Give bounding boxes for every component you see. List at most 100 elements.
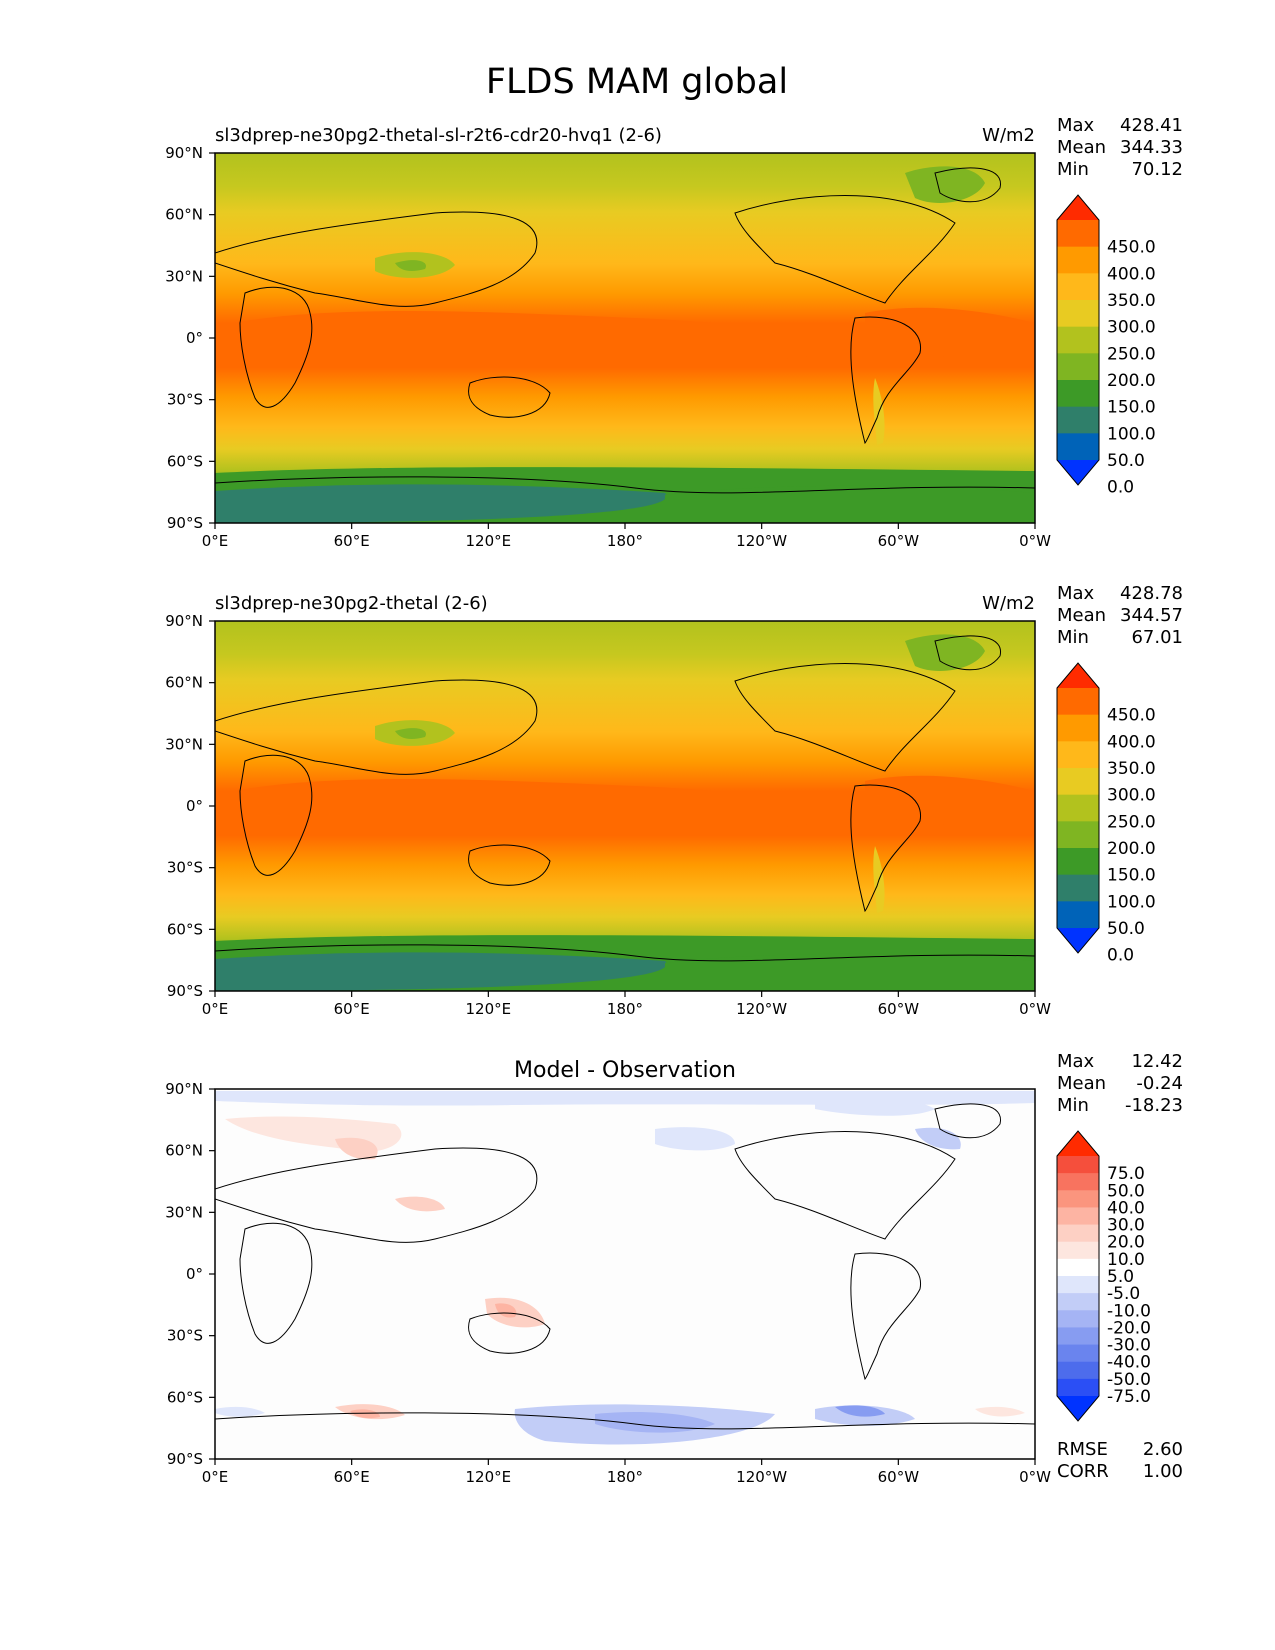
lat-tick-label: 60°S (167, 920, 203, 938)
rmse-label: RMSE (1057, 1439, 1108, 1460)
map-field (215, 621, 1035, 991)
lon-tick-label: 120°W (736, 1468, 787, 1486)
stat-max-value: 428.78 (1120, 583, 1183, 604)
coastlines (215, 167, 1035, 494)
lat-tick-label: 90°N (165, 1080, 203, 1098)
colorbar-tick-label: 450.0 (1107, 238, 1156, 258)
colorbar-tick-label: 250.0 (1107, 812, 1156, 832)
lat-tick-label: 90°N (165, 144, 203, 162)
colorbar-tick-label: -5.0 (1107, 1284, 1140, 1304)
colorbar-tick-label: 200.0 (1107, 371, 1156, 391)
colorbar-tick-label: 0.0 (1107, 946, 1134, 966)
stat-max-label: Max (1057, 115, 1095, 136)
colorbar-bin (1057, 246, 1099, 274)
lat-tick-label: 60°S (167, 452, 203, 470)
colorbar-tick-label: 150.0 (1107, 398, 1156, 418)
lat-tick-label: 60°S (167, 1388, 203, 1406)
colorbar-extend-max (1057, 663, 1099, 688)
colorbar-outline (1056, 1130, 1100, 1422)
colorbar-bin (1057, 1361, 1099, 1380)
panel-diff: Model - Observation (165, 1051, 1183, 1486)
panel-title-center: Model - Observation (514, 1058, 736, 1083)
colorbar-tick-label: 400.0 (1107, 732, 1156, 752)
stats-block: Max 428.41 Mean 344.33 Min 70.12 (1057, 115, 1183, 180)
colorbar-bin (1057, 406, 1099, 434)
colorbar-tick-label: 350.0 (1107, 291, 1156, 311)
colorbar-bin (1057, 326, 1099, 354)
colorbar-extend-max (1057, 1131, 1099, 1156)
stat-mean-value: 344.57 (1120, 605, 1183, 626)
stats-block: Max 428.78 Mean 344.57 Min 67.01 (1057, 583, 1183, 648)
panel-title-left: sl3dprep-ne30pg2-thetal (2-6) (215, 593, 488, 614)
colorbar-extend-min (1057, 1396, 1099, 1421)
panel-title-left: sl3dprep-ne30pg2-thetal-sl-r2t6-cdr20-hv… (215, 125, 662, 146)
colorbar-bin (1057, 1207, 1099, 1226)
stat-mean-label: Mean (1057, 605, 1106, 626)
colorbar-tick-label: 5.0 (1107, 1267, 1134, 1287)
lon-tick-label: 0°W (1019, 532, 1051, 550)
colorbar-bin (1057, 220, 1099, 248)
lat-tick-label: 0° (186, 1265, 203, 1283)
colorbar-tick-label: 200.0 (1107, 839, 1156, 859)
colorbar-tick-label: -10.0 (1107, 1301, 1151, 1321)
stat-min-value: -18.23 (1125, 1095, 1183, 1116)
rmse-value: 2.60 (1143, 1439, 1183, 1460)
lat-tick-label: 30°S (167, 859, 203, 877)
lat-tick-label: 30°N (165, 267, 203, 285)
stat-mean-label: Mean (1057, 137, 1106, 158)
lon-tick-label: 0°W (1019, 1000, 1051, 1018)
colorbar-tick-label: 350.0 (1107, 759, 1156, 779)
stat-min-label: Min (1057, 627, 1089, 648)
colorbar-tick-label: -75.0 (1107, 1387, 1151, 1407)
panel-units: W/m2 (982, 125, 1035, 146)
colorbar-bin (1057, 1344, 1099, 1363)
colorbar-bin (1057, 273, 1099, 301)
colorbar-tick-label: 50.0 (1107, 451, 1145, 471)
colorbar-extend-min (1057, 460, 1099, 485)
lat-axis: 90°N 60°N 30°N 0° 30°S 60°S 90°S (165, 1080, 215, 1468)
lon-tick-label: 120°W (736, 1000, 787, 1018)
stat-min-value: 70.12 (1131, 159, 1183, 180)
colorbar-bin (1057, 1190, 1099, 1208)
lon-tick-label: 120°E (466, 532, 512, 550)
colorbar-tick-label: -30.0 (1107, 1336, 1151, 1356)
lat-tick-label: 90°N (165, 612, 203, 630)
lat-tick-label: 0° (186, 329, 203, 347)
lat-tick-label: 60°N (165, 206, 203, 224)
figure-title: FLDS MAM global (486, 62, 788, 102)
colorbar-extend-max (1057, 195, 1099, 220)
lon-tick-label: 60°E (334, 1468, 370, 1486)
colorbar-tick-label: 30.0 (1107, 1216, 1145, 1236)
colorbar-bin (1057, 1241, 1099, 1260)
lon-tick-label: 60°E (334, 532, 370, 550)
bottom-stats: RMSE 2.60 CORR 1.00 (1057, 1439, 1183, 1482)
stat-max-value: 12.42 (1131, 1051, 1183, 1072)
lon-tick-label: 0°E (202, 1468, 229, 1486)
lat-tick-label: 60°N (165, 1142, 203, 1160)
panel-test: sl3dprep-ne30pg2-thetal-sl-r2t6-cdr20-hv… (165, 115, 1183, 550)
lon-tick-label: 60°E (334, 1000, 370, 1018)
map-field (215, 153, 1035, 523)
colorbar-tick-label: 10.0 (1107, 1250, 1145, 1270)
colorbar-tick-label: 40.0 (1107, 1198, 1145, 1218)
lat-tick-label: 30°S (167, 1327, 203, 1345)
panel-units: W/m2 (982, 593, 1035, 614)
colorbar-bin (1057, 1327, 1099, 1346)
lat-tick-label: 90°S (167, 1450, 203, 1468)
colorbar-tick-label: 450.0 (1107, 706, 1156, 726)
colorbar-bin (1057, 874, 1099, 902)
colorbar: 450.0 400.0 350.0 300.0 250.0 200.0 150.0 100.0… (1056, 194, 1156, 498)
colorbar-bin (1057, 794, 1099, 822)
lon-tick-label: 60°W (878, 532, 920, 550)
stat-min-label: Min (1057, 1095, 1089, 1116)
corr-label: CORR (1057, 1461, 1109, 1482)
colorbar-tick-label: 100.0 (1107, 424, 1156, 444)
colorbar-tick-label: 50.0 (1107, 919, 1145, 939)
colorbar: 75.050.040.030.020.010.05.0-5.0-10.0-20.… (1056, 1130, 1151, 1422)
lon-tick-label: 120°E (466, 1468, 512, 1486)
map-field (215, 1089, 1035, 1459)
coastlines (215, 1103, 1035, 1430)
stat-mean-value: 344.33 (1120, 137, 1183, 158)
lon-tick-label: 0°E (202, 532, 229, 550)
lon-tick-label: 120°W (736, 532, 787, 550)
